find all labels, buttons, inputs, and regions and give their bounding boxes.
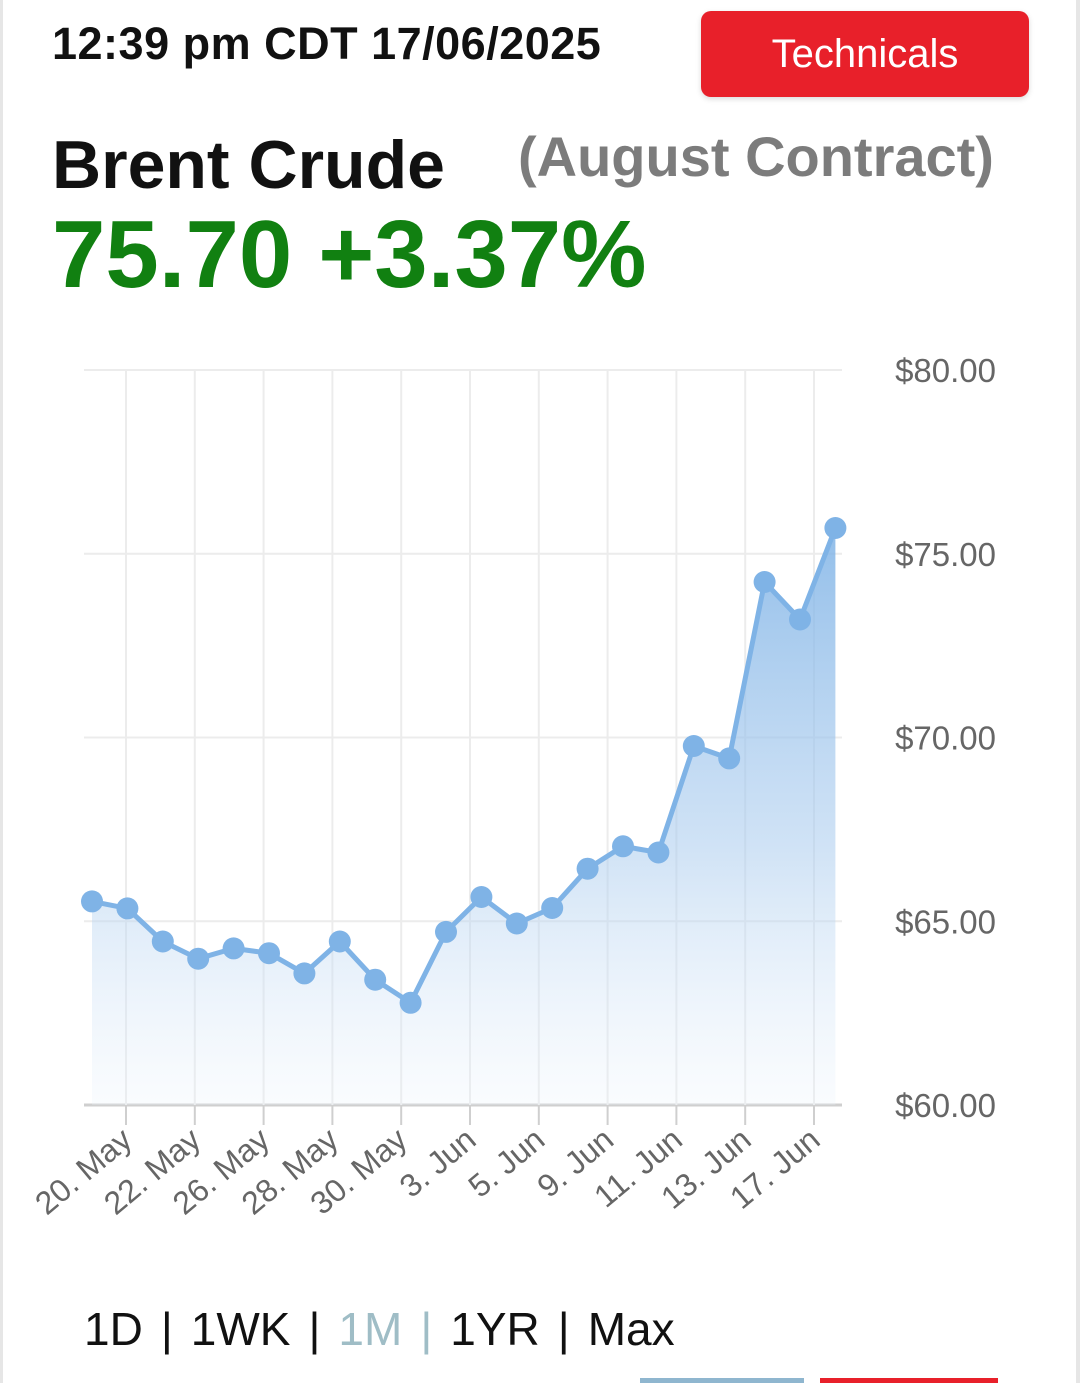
data-point[interactable] <box>789 608 811 631</box>
price-chart: $80.00 $75.00 $70.00 $65.00 $60.00 20. May22… <box>28 352 996 1222</box>
data-point[interactable] <box>258 942 280 965</box>
y-tick-label: $60.00 <box>895 1087 996 1124</box>
bottom-tab-indicator-blue <box>640 1378 804 1383</box>
data-point[interactable] <box>435 920 457 943</box>
y-tick-label: $75.00 <box>895 536 996 573</box>
range-separator: | <box>557 1303 570 1355</box>
contract-label: (August Contract) <box>518 125 994 188</box>
data-point[interactable] <box>612 835 634 858</box>
chart-line <box>89 525 838 1006</box>
data-point[interactable] <box>824 517 847 539</box>
range-1yr-button[interactable]: 1YR <box>450 1303 540 1355</box>
data-point[interactable] <box>505 912 528 935</box>
range-max-button[interactable]: Max <box>587 1303 675 1355</box>
data-point[interactable] <box>682 735 705 757</box>
data-point[interactable] <box>470 886 493 908</box>
data-point[interactable] <box>541 897 564 919</box>
range-1wk-button[interactable]: 1WK <box>190 1303 291 1355</box>
x-tick-label: 5. Jun <box>461 1121 551 1205</box>
chart-points[interactable] <box>81 517 847 1014</box>
right-frame-border <box>1076 0 1080 1383</box>
left-frame-border <box>0 0 3 1383</box>
range-separator: | <box>420 1303 433 1355</box>
technicals-button[interactable]: Technicals <box>701 11 1029 97</box>
range-separator: | <box>160 1303 173 1355</box>
last-price: 75.70 <box>52 201 293 308</box>
range-1m-button[interactable]: 1M <box>338 1303 403 1355</box>
data-point[interactable] <box>718 747 741 770</box>
quote-timestamp: 12:39 pm CDT 17/06/2025 <box>52 18 602 69</box>
data-point[interactable] <box>328 930 351 953</box>
range-separator: | <box>308 1303 321 1355</box>
data-point[interactable] <box>187 947 210 970</box>
data-point[interactable] <box>647 841 670 864</box>
data-point[interactable] <box>151 930 174 953</box>
data-point[interactable] <box>399 991 422 1014</box>
bottom-tab-indicator-red <box>820 1378 998 1383</box>
price-area-fill <box>92 528 836 1105</box>
data-point[interactable] <box>222 937 245 960</box>
data-point[interactable] <box>81 890 103 913</box>
data-point[interactable] <box>293 962 316 985</box>
y-tick-label: $80.00 <box>895 352 996 389</box>
price-block: 75.70 +3.37% <box>52 200 673 310</box>
data-point[interactable] <box>364 968 387 991</box>
data-point[interactable] <box>116 897 139 920</box>
data-point[interactable] <box>753 571 776 593</box>
data-point[interactable] <box>576 857 599 880</box>
instrument-name: Brent Crude <box>52 127 445 203</box>
y-axis-labels: $80.00 $75.00 $70.00 $65.00 $60.00 <box>895 352 996 1124</box>
y-tick-label: $70.00 <box>895 720 996 757</box>
range-1d-button[interactable]: 1D <box>84 1303 143 1355</box>
price-change-percent: +3.37% <box>318 201 647 308</box>
time-range-selector: 1D | 1WK | 1M | 1YR | Max <box>84 1302 675 1356</box>
chart-area <box>92 528 836 1105</box>
y-tick-label: $65.00 <box>895 903 996 940</box>
x-tick-label: 3. Jun <box>393 1121 483 1205</box>
price-line <box>89 525 838 1006</box>
